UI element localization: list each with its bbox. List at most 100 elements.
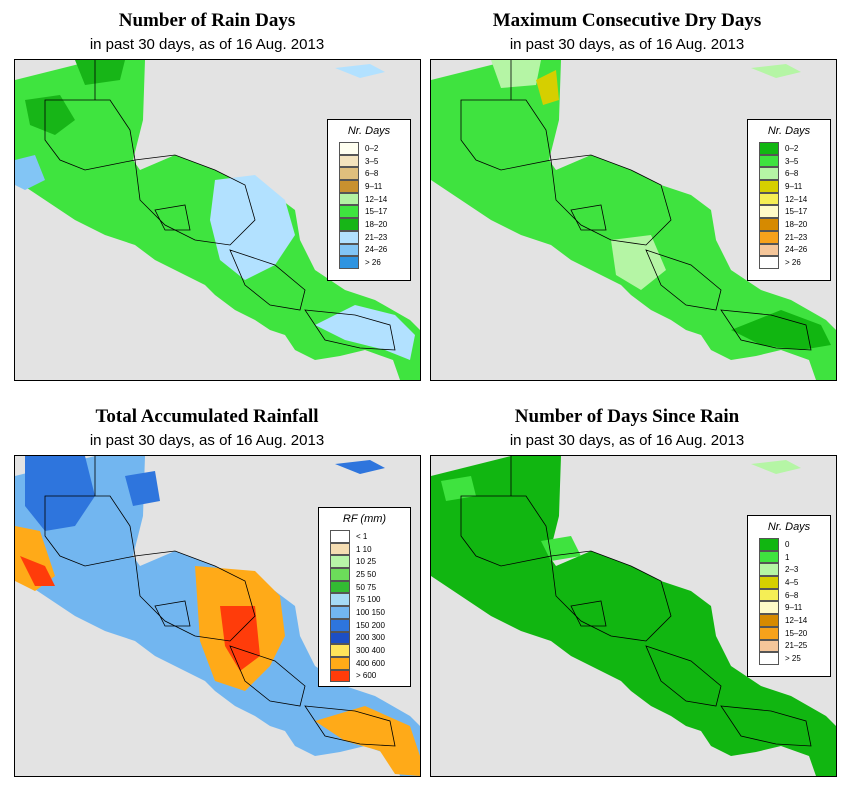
legend-label: 24–26 (365, 245, 388, 255)
legend-item: 300 400 (330, 644, 385, 657)
legend-label: 9–11 (785, 181, 803, 191)
legend-title: Nr. Days (767, 521, 811, 533)
legend-item: 400 600 (330, 656, 385, 670)
legend-label: 0–2 (785, 143, 799, 153)
legend-label: 15–17 (365, 207, 388, 217)
legend-label: 15–20 (785, 628, 808, 638)
legend-label: 9–11 (365, 181, 383, 191)
legend-swatch (759, 538, 779, 551)
legend-swatch (339, 230, 359, 244)
legend-swatch (759, 180, 779, 193)
legend-label: 21–25 (785, 641, 808, 651)
legend-swatch (759, 205, 779, 219)
panel-subtitle: in past 30 days, as of 16 Aug. 2013 (89, 432, 325, 449)
legend-swatch (339, 167, 359, 181)
legend-label: 0 (785, 539, 790, 549)
legend-item: 12–14 (339, 192, 388, 206)
legend-item: 100 150 (330, 606, 385, 619)
legend-item: > 25 (759, 652, 807, 665)
rain-days-legend: Nr. Days 0–2 3–5 6–8 9–11 12–14 15–17 18… (327, 119, 411, 281)
panel-title: Number of Days Since Rain (514, 406, 740, 427)
rain-days-map-image (15, 60, 420, 380)
legend-label: 12–14 (785, 194, 808, 204)
legend-label: 200 300 (356, 633, 385, 643)
legend-label: 18–20 (785, 219, 808, 229)
legend-label: 1 10 (356, 544, 372, 554)
legend-rows: 0 1 2–3 4–5 6–8 9–11 12–14 15–20 21–25 >… (759, 538, 807, 665)
legend-item: < 1 (330, 530, 385, 543)
legend-item: > 26 (759, 256, 807, 269)
legend-swatch (330, 568, 350, 581)
legend-swatch (330, 644, 350, 657)
legend-label: 9–11 (785, 603, 803, 613)
legend-label: 0–2 (365, 143, 379, 153)
legend-label: > 26 (785, 258, 801, 268)
legend-label: 18–20 (365, 219, 388, 229)
legend-item: 0 (759, 538, 807, 551)
panel-title: Total Accumulated Rainfall (95, 406, 319, 427)
legend-item: 21–23 (759, 230, 807, 244)
legend-item: 9–11 (759, 180, 807, 193)
legend-swatch (759, 167, 779, 181)
legend-item: 0–2 (339, 142, 387, 155)
days-since-rain-map-image (431, 456, 836, 776)
legend-label: 150 200 (356, 620, 385, 630)
legend-item: 3–5 (759, 154, 807, 168)
legend-item: 2–3 (759, 563, 807, 577)
legend-swatch (759, 614, 779, 627)
legend-swatch (330, 656, 350, 670)
legend-swatch (339, 205, 359, 219)
legend-item: 25 50 (330, 568, 385, 581)
legend-swatch (759, 256, 779, 269)
rain-days-panel: Number of Rain Days in past 30 days, as … (0, 0, 421, 385)
legend-swatch (339, 142, 359, 155)
legend-item: 50 75 (330, 580, 385, 594)
dry-days-map-image (431, 60, 836, 380)
legend-item: 18–20 (759, 218, 807, 231)
legend-label: > 25 (785, 654, 801, 664)
legend-label: 6–8 (365, 169, 379, 179)
legend-swatch (339, 256, 359, 269)
panel-subtitle: in past 30 days, as of 16 Aug. 2013 (509, 36, 745, 53)
legend-swatch (759, 230, 779, 244)
legend-item: 12–14 (759, 192, 808, 206)
legend-item: 200 300 (330, 631, 385, 645)
legend-item: 150 200 (330, 618, 385, 632)
legend-label: 6–8 (785, 169, 799, 179)
legend-swatch (339, 154, 359, 168)
legend-swatch (759, 652, 779, 665)
legend-label: 24–26 (785, 245, 808, 255)
legend-label: 100 150 (356, 607, 385, 617)
legend-swatch (330, 593, 350, 607)
panel-title: Number of Rain Days (118, 10, 296, 31)
legend-item: 1 10 (330, 542, 385, 556)
legend-item: 6–8 (759, 588, 807, 602)
legend-label: 3–5 (785, 156, 799, 166)
legend-item: 15–17 (339, 205, 388, 219)
legend-swatch (759, 563, 779, 577)
legend-rows: < 1 1 10 10 25 25 50 50 75 75 100 100 15… (330, 530, 385, 683)
legend-item: 24–26 (339, 243, 388, 257)
legend-swatch (759, 550, 779, 564)
legend-label: 400 600 (356, 658, 385, 668)
panel-title: Maximum Consecutive Dry Days (492, 10, 762, 31)
legend-swatch (759, 576, 779, 589)
legend-label: 6–8 (785, 590, 799, 600)
legend-item: 15–17 (759, 205, 807, 219)
dry-days-panel: Maximum Consecutive Dry Days in past 30 … (420, 0, 837, 385)
legend-item: 0–2 (759, 142, 807, 155)
legend-swatch (339, 180, 359, 193)
legend-label: 12–14 (365, 194, 388, 204)
rainfall-panel: Total Accumulated Rainfall in past 30 da… (0, 396, 421, 781)
legend-item: 3–5 (339, 154, 387, 168)
legend-swatch (759, 626, 779, 640)
legend-item: 9–11 (339, 180, 387, 193)
legend-swatch (330, 530, 350, 543)
legend-title: Nr. Days (347, 125, 391, 137)
legend-item: 1 (759, 550, 807, 564)
legend-label: 10 25 (356, 557, 377, 567)
legend-rows: 0–2 3–5 6–8 9–11 12–14 15–17 18–20 21–23… (339, 142, 387, 269)
legend-label: 2–3 (785, 565, 799, 575)
legend-item: 6–8 (759, 167, 807, 181)
legend-item: 4–5 (759, 576, 807, 589)
